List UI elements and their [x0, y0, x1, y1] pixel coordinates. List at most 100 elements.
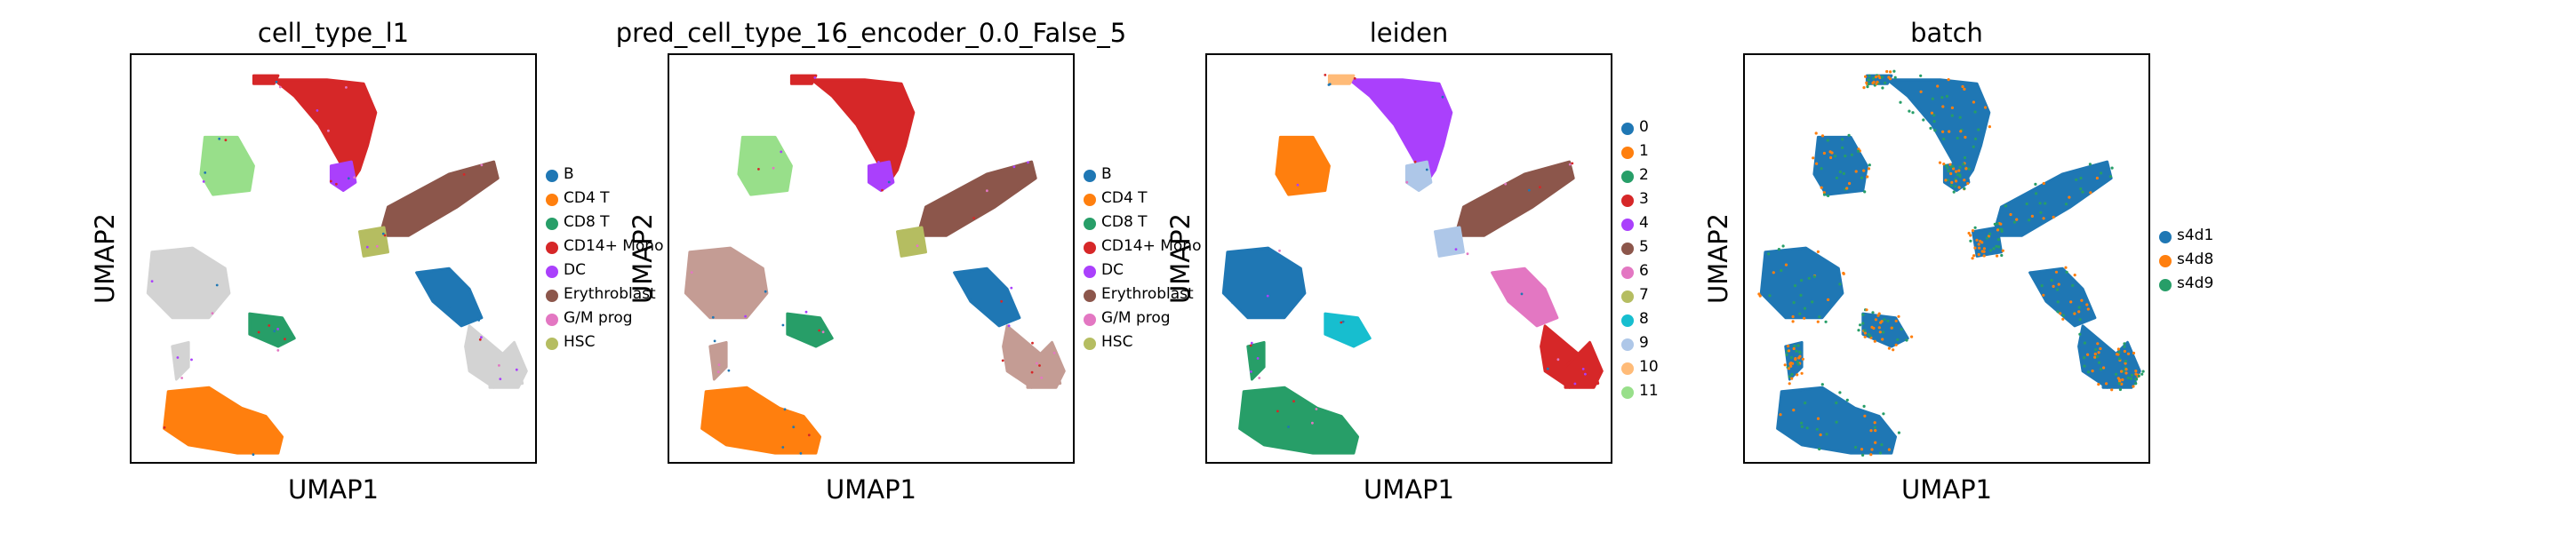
cell-point — [2081, 190, 2084, 194]
cell-point — [1988, 125, 1991, 129]
cell-point — [1862, 86, 1866, 90]
cell-point — [1880, 443, 1884, 447]
cell-point — [1800, 425, 1804, 428]
cell-point — [1258, 377, 1261, 379]
cell-point — [1942, 163, 1946, 166]
cell-point — [2012, 220, 2017, 224]
legend-marker — [1621, 290, 1634, 303]
cell-point — [1978, 246, 1981, 250]
cell-point — [1863, 331, 1867, 335]
cell-point — [1963, 187, 1966, 190]
cell-point — [1944, 163, 1948, 168]
cell-point — [1971, 229, 1975, 233]
cell-point — [2035, 192, 2038, 195]
cluster-cd8s — [1324, 312, 1372, 348]
cell-point — [1870, 448, 1874, 451]
cell-point — [2141, 370, 2145, 373]
cell-point — [1835, 176, 1838, 179]
cell-point — [1936, 84, 1940, 88]
cell-point — [1504, 182, 1508, 186]
cell-point — [1784, 263, 1788, 266]
cell-point — [1972, 254, 1976, 258]
cell-point — [877, 161, 880, 163]
cell-point — [1999, 222, 2003, 226]
cell-point — [2086, 370, 2091, 374]
cell-point — [1882, 330, 1885, 334]
cell-point — [1896, 338, 1900, 341]
legend-marker — [546, 170, 558, 182]
cell-point — [2083, 364, 2086, 368]
cell-point — [327, 129, 330, 132]
cluster-greyL — [1759, 246, 1844, 320]
cell-point — [1824, 320, 1828, 323]
legend-label: CD14+ Mono — [1101, 237, 1202, 255]
cell-point — [1792, 346, 1796, 351]
cell-point — [1820, 383, 1824, 386]
cell-point — [1816, 417, 1820, 420]
cell-point — [1993, 222, 1996, 226]
cell-point — [1988, 249, 1993, 252]
cell-point — [1878, 330, 1882, 334]
cell-point — [1933, 129, 1937, 132]
plot-area — [130, 53, 537, 464]
cell-point — [1250, 370, 1252, 373]
cell-point — [1877, 75, 1881, 78]
cell-point — [2061, 317, 2065, 321]
cell-point — [276, 349, 280, 352]
cell-point — [1789, 364, 1793, 368]
cell-point — [1841, 138, 1844, 141]
cell-point — [1799, 293, 1803, 297]
cell-point — [1887, 346, 1891, 350]
cell-point — [2130, 373, 2133, 377]
cell-point — [2069, 300, 2073, 304]
cluster-cd4 — [1238, 386, 1359, 455]
cell-point — [1841, 146, 1844, 149]
cell-point — [2132, 351, 2136, 355]
legend-label: 9 — [1639, 334, 1649, 352]
cell-point — [1848, 181, 1852, 186]
cell-point — [2075, 178, 2078, 181]
legend-label: 8 — [1639, 310, 1649, 328]
cell-point — [1867, 332, 1870, 337]
cell-point — [1944, 179, 1948, 182]
cluster-b — [1491, 266, 1559, 328]
cell-point — [1292, 400, 1295, 403]
cell-point — [1870, 325, 1874, 329]
cell-point — [1874, 429, 1877, 433]
cell-point — [1988, 232, 1992, 235]
cell-point — [1798, 354, 1802, 358]
cell-point — [1882, 412, 1885, 416]
cell-point — [1795, 349, 1798, 353]
cell-point — [2040, 284, 2044, 288]
legend-marker — [1084, 338, 1096, 350]
cell-point — [383, 234, 387, 237]
legend-label: Erythroblast — [564, 285, 656, 303]
cell-point — [2054, 270, 2059, 274]
cell-point — [2091, 370, 2094, 373]
cell-point — [2137, 374, 2140, 378]
legend-marker — [1084, 170, 1096, 182]
cell-point — [1815, 162, 1819, 165]
chart-title: cell_type_l1 — [257, 18, 410, 48]
cell-point — [1874, 318, 1877, 322]
cell-point — [1788, 382, 1791, 386]
cell-point — [2102, 366, 2106, 370]
cell-point — [1955, 179, 1958, 183]
cell-point — [2116, 347, 2120, 351]
cell-point — [1816, 250, 1820, 253]
cell-point — [2117, 357, 2121, 361]
legend-label: Erythroblast — [1101, 285, 1194, 303]
cell-point — [1867, 82, 1870, 86]
cluster-dcarm — [867, 160, 895, 192]
cell-point — [1040, 376, 1044, 379]
cell-point — [2004, 204, 2007, 208]
cell-point — [1908, 109, 1911, 113]
cell-point — [1856, 149, 1860, 153]
cell-point — [2083, 356, 2086, 360]
cell-point — [1353, 76, 1356, 80]
cell-point — [727, 369, 731, 372]
cell-point — [163, 426, 166, 429]
cell-point — [1963, 87, 1966, 91]
cluster-red3 — [488, 340, 528, 389]
cell-point — [1922, 118, 1925, 122]
